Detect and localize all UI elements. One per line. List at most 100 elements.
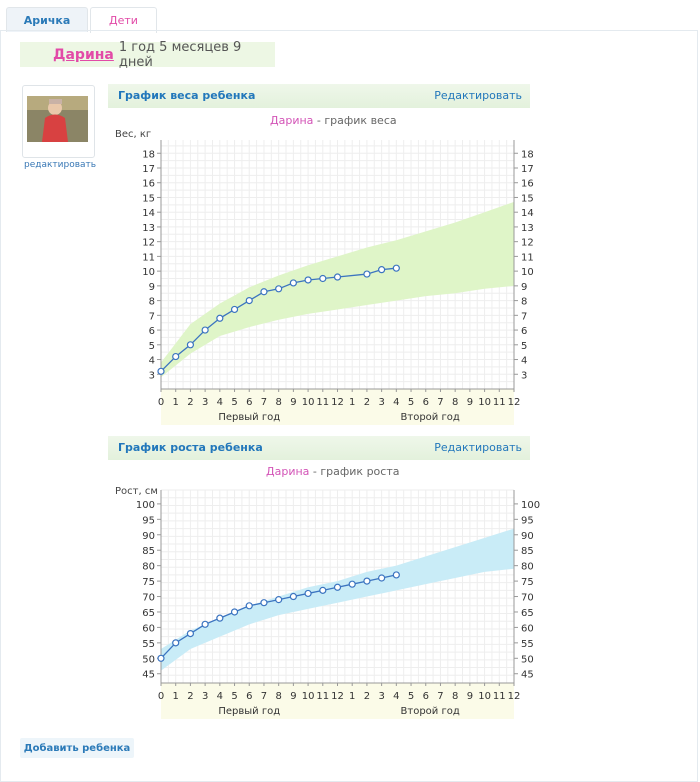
add-child-button[interactable]: Добавить ребенка [20, 738, 134, 758]
weight-xtick-label: 1 [173, 397, 179, 408]
weight-xtick-label: 9 [467, 397, 473, 408]
weight-chart-title: График веса ребенка [118, 89, 256, 102]
weight-ytick-label-right: 15 [521, 193, 534, 204]
height-subtitle-name: Дарина [266, 465, 310, 478]
height-subtitle-text: - график роста [309, 465, 400, 478]
height-xtick-label: 12 [331, 691, 344, 702]
height-norm-band [161, 528, 514, 671]
weight-x-group-label: Второй год [401, 412, 460, 423]
weight-data-point [275, 285, 283, 293]
height-data-point [201, 620, 209, 628]
height-ytick-label-right: 60 [521, 623, 534, 634]
weight-xtick-label: 9 [290, 397, 296, 408]
weight-data-point [201, 326, 209, 334]
weight-ytick-label-left: 10 [142, 267, 155, 278]
weight-ytick-label-left: 7 [149, 311, 155, 322]
weight-xtick-label: 7 [261, 397, 267, 408]
weight-data-point [363, 270, 371, 278]
height-xtick-label: 4 [217, 691, 223, 702]
height-ytick-label-left: 75 [142, 577, 155, 588]
height-xtick-label: 3 [378, 691, 384, 702]
height-data-point [275, 596, 283, 604]
height-xtick-label: 5 [231, 691, 237, 702]
height-data-point [260, 599, 268, 607]
weight-ytick-label-right: 3 [521, 370, 527, 381]
weight-ytick-label-right: 8 [521, 297, 527, 308]
weight-series-line [160, 267, 397, 372]
height-ytick-label-left: 65 [142, 608, 155, 619]
weight-xtick-label: 10 [478, 397, 491, 408]
height-ytick-label-right: 65 [521, 608, 534, 619]
weight-ytick-label-right: 9 [521, 282, 527, 293]
height-xtick-label: 10 [478, 691, 491, 702]
height-xtick-label: 3 [202, 691, 208, 702]
weight-data-point [172, 352, 180, 361]
height-y-label: Рост, см [115, 486, 158, 497]
weight-data-point [333, 273, 342, 281]
weight-xtick-label: 5 [408, 397, 414, 408]
height-ytick-label-right: 55 [521, 639, 534, 650]
child-age: 1 год 5 месяцев 9 дней [118, 39, 242, 70]
height-xtick-label: 7 [437, 691, 443, 702]
weight-xtick-label: 1 [349, 397, 355, 408]
weight-xtick-label: 8 [452, 397, 458, 408]
weight-chart-subtitle: Дарина - график веса [270, 114, 397, 127]
height-xtick-label: 4 [393, 691, 399, 702]
weight-ytick-label-left: 18 [142, 149, 155, 160]
weight-data-point [230, 305, 239, 314]
height-xtick-label: 11 [316, 691, 329, 702]
weight-subtitle-name: Дарина [270, 114, 314, 127]
tab-arichka[interactable]: Аричка [6, 7, 88, 32]
height-x-strip [161, 683, 514, 719]
weight-ytick-label-right: 14 [521, 208, 534, 219]
weight-ytick-label-left: 9 [149, 282, 155, 293]
height-xtick-label: 7 [261, 691, 267, 702]
height-xtick-label: 12 [508, 691, 521, 702]
weight-data-point [157, 367, 165, 375]
weight-xtick-label: 12 [508, 397, 521, 408]
height-ytick-label-right: 75 [521, 577, 534, 588]
child-name-link[interactable]: Дарина [53, 46, 114, 63]
height-ytick-label-right: 85 [521, 546, 534, 557]
height-ytick-label-right: 45 [521, 670, 534, 681]
height-ytick-label-right: 90 [521, 531, 534, 542]
weight-y-label: Вес, кг [115, 129, 151, 140]
avatar[interactable] [22, 85, 95, 158]
height-ytick-label-right: 50 [521, 654, 534, 665]
height-data-point [157, 654, 165, 662]
height-xtick-label: 8 [275, 691, 281, 702]
weight-subtitle-text: - график веса [313, 114, 397, 127]
weight-ytick-label-right: 16 [521, 179, 534, 190]
weight-xtick-label: 4 [217, 397, 223, 408]
weight-chart-edit-link[interactable]: Редактировать [434, 89, 522, 102]
tab-children[interactable]: Дети [90, 7, 157, 33]
weight-ytick-label-left: 11 [142, 252, 155, 263]
weight-data-point [260, 288, 268, 296]
height-xtick-label: 11 [493, 691, 506, 702]
height-data-point [289, 592, 297, 601]
height-xtick-label: 0 [158, 691, 164, 702]
height-xtick-label: 2 [187, 691, 193, 702]
weight-ytick-label-right: 18 [521, 149, 534, 160]
height-data-point [230, 608, 239, 616]
weight-norm-band [161, 201, 514, 378]
edit-photo-link[interactable]: редактировать [24, 160, 97, 170]
weight-xtick-label: 2 [187, 397, 193, 408]
height-chart-subtitle: Дарина - график роста [266, 465, 399, 478]
weight-data-point [289, 279, 297, 287]
height-ytick-label-left: 100 [136, 500, 155, 511]
weight-ytick-label-left: 16 [142, 179, 155, 190]
weight-xtick-label: 11 [493, 397, 506, 408]
height-xtick-label: 6 [423, 691, 429, 702]
weight-data-point [186, 341, 195, 349]
weight-data-point [378, 266, 386, 274]
height-ytick-label-left: 80 [142, 562, 155, 573]
height-xtick-label: 9 [290, 691, 296, 702]
weight-xtick-label: 8 [275, 397, 281, 408]
weight-x-group-label: Первый год [218, 412, 280, 423]
height-chart-edit-link[interactable]: Редактировать [434, 441, 522, 454]
height-ytick-label-left: 90 [142, 531, 155, 542]
weight-ytick-label-left: 17 [142, 164, 155, 175]
